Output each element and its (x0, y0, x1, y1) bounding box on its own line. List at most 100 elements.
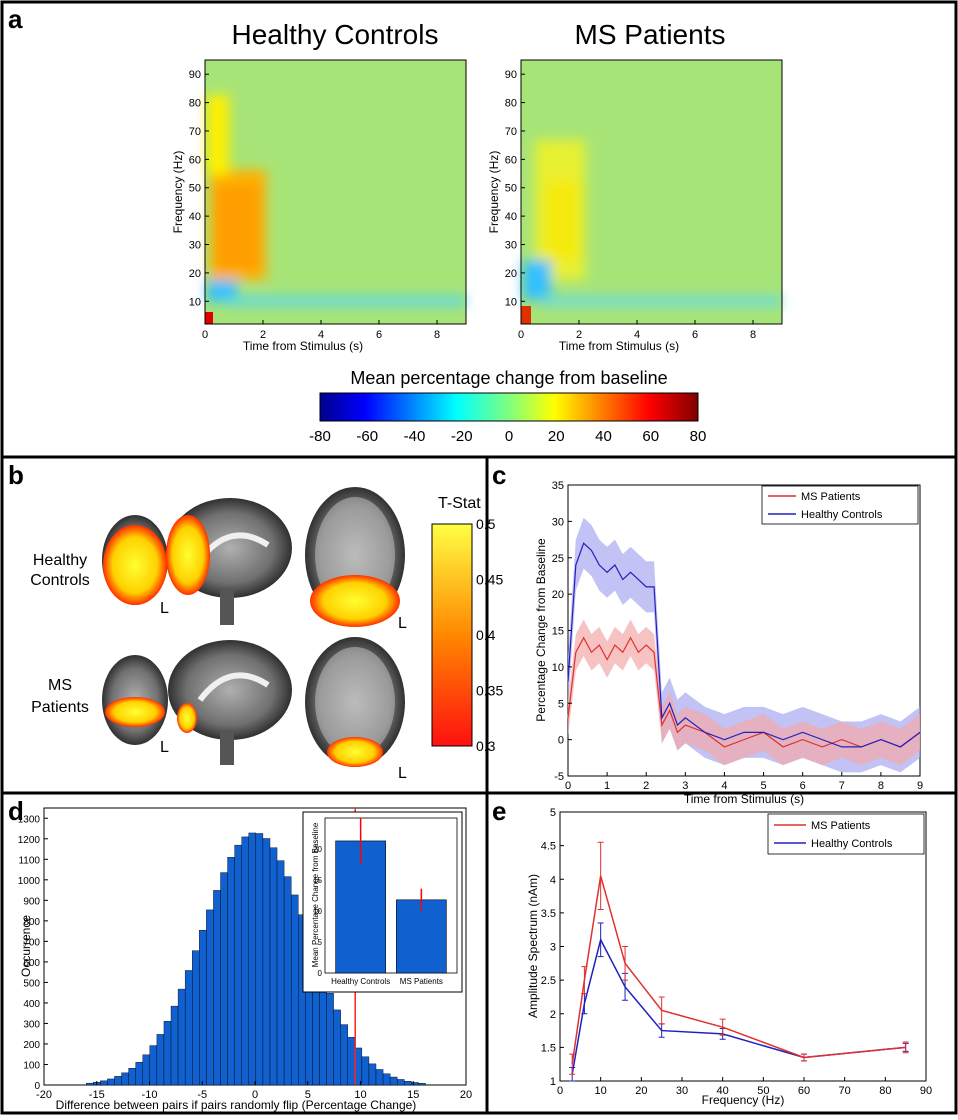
plot-e-xlabel: Frequency (Hz) (702, 1093, 785, 1107)
histogram-bar (283, 876, 292, 1086)
histogram-bar (375, 1069, 384, 1086)
heatmap-ytick: 10 (189, 296, 201, 308)
heatmap-frame-0 (204, 59, 467, 325)
plot-e-xtick: 70 (839, 1085, 851, 1097)
error-bar-ms (622, 946, 629, 981)
plot-e-ytick: 2.5 (541, 975, 556, 987)
plot-d-ytick: 300 (23, 1019, 40, 1030)
heatmap-ytick: 20 (189, 268, 201, 280)
plot-c-ytick: 10 (552, 662, 564, 674)
heatmap-ytick: 90 (189, 69, 201, 81)
plot-e-ytick: 5 (550, 807, 556, 819)
row-label-hc-2: Controls (30, 572, 90, 589)
inset-bar (396, 899, 447, 974)
histogram-bar (404, 1081, 412, 1086)
panel-label-e: e (492, 796, 506, 826)
heatmap-ytick: 10 (505, 296, 517, 308)
heatmap-xlabel-ms: Time from Stimulus (s) (559, 339, 679, 353)
plot-e-xtick: 40 (717, 1085, 729, 1097)
plot-c-bands (568, 517, 920, 773)
plot-d-ytick: 200 (23, 1040, 40, 1051)
line-hc (567, 542, 921, 748)
orientation-label-axial-ms: L (398, 765, 407, 782)
histogram-bar (206, 909, 214, 1086)
inset-category-label: Healthy Controls (331, 977, 390, 986)
histogram-bar (142, 1054, 151, 1086)
plot-d-xtick: -10 (142, 1089, 158, 1101)
plot-d-xtick: 0 (252, 1089, 258, 1101)
histogram-bar (85, 1082, 94, 1086)
brain-sagittal-ms (168, 640, 292, 765)
brain-axial-hc (305, 487, 405, 627)
heatmap-xtick: 0 (202, 329, 208, 341)
colorbar-a-tick: 40 (595, 428, 612, 445)
heatmap-axes: 0 2 4 6 8 10 20 30 40 50 60 70 80 90 0 2 4 6 8 10 20 30 40 50 60… (189, 59, 783, 341)
heatmap-ytick: 30 (505, 240, 517, 252)
legend-c-hc-label: Healthy Controls (801, 509, 883, 521)
inset-ytick: 20 (313, 845, 322, 854)
histogram-bar (184, 970, 193, 1086)
series-ms (571, 875, 906, 1065)
plot-c-xtick: 1 (604, 780, 610, 792)
heatmap-ytick: 40 (505, 211, 517, 223)
histogram-bar (177, 988, 186, 1086)
error-bar-ms (569, 1053, 576, 1075)
panel-e: 0 10 20 30 40 50 60 70 80 90 1 1.5 2 2.5 3 3.5 4 4.5 5 Fre… (526, 807, 932, 1107)
row-label-ms-2: Patients (31, 699, 89, 716)
plot-e-xtick: 50 (757, 1085, 769, 1097)
legend-e-ms-label: MS Patients (811, 820, 871, 832)
histogram-bar (255, 833, 264, 1086)
plot-d-ytick: 100 (23, 1060, 40, 1071)
colorbar-a-tick: -80 (309, 428, 331, 445)
brain-sagittal-hc (166, 498, 292, 625)
plot-d-xlabel: Difference between pairs if pairs random… (56, 1098, 417, 1112)
histogram-bar (163, 1021, 172, 1086)
series-hc (571, 937, 906, 1075)
legend-e-hc-label: Healthy Controls (811, 838, 893, 850)
heatmap-ytick: 50 (189, 183, 201, 195)
inset-category-label: MS Patients (400, 977, 443, 986)
tstat-tick: 0.3 (476, 738, 496, 754)
heatmap-ytick: 60 (189, 154, 201, 166)
histogram-bar (149, 1045, 158, 1086)
orientation-label-coronal-hc: L (160, 600, 169, 617)
plot-c-xtick: 4 (721, 780, 727, 792)
histogram-bar (411, 1082, 419, 1086)
plot-d-xtick: -15 (89, 1089, 105, 1101)
heatmap-xlabel-hc: Time from Stimulus (s) (243, 339, 363, 353)
brain-coronal-ms (102, 655, 168, 745)
colorbar-a-tick: 0 (505, 428, 513, 445)
plot-d-ytick: 0 (34, 1081, 40, 1092)
error-bar-ms (597, 841, 604, 911)
histogram-bar (156, 1034, 165, 1086)
tstat-tick: 0.45 (476, 572, 503, 588)
heatmap-ytick: 90 (505, 69, 517, 81)
heatmap-ylabel-hc: Frequency (Hz) (171, 151, 185, 234)
plot-c-lines (567, 542, 921, 748)
histogram-bar (269, 847, 278, 1086)
inset-ytick: 5 (318, 938, 323, 947)
tstat-colorbar (431, 523, 473, 747)
histogram-bar (213, 890, 221, 1086)
plot-d-ytick: 1300 (18, 814, 41, 825)
plot-d-xtick: -20 (36, 1089, 52, 1101)
plot-c-ytick: 25 (552, 553, 564, 565)
colorbar-a-tick: 60 (642, 428, 659, 445)
plot-d-ytick: 700 (23, 937, 40, 948)
colorbar-a-tick: 20 (548, 428, 565, 445)
panel-a: Healthy Controls MS Patients (171, 19, 783, 445)
plot-e-ytick: 4 (550, 874, 556, 886)
heatmap-xtick: 4 (634, 329, 640, 341)
plot-c-ytick: 0 (558, 735, 564, 747)
inset-chart: Healthy Controls MS Patients 0 5 10 15 20 Mean… (302, 811, 463, 993)
plot-e-legend: MS Patients Healthy Controls (767, 813, 925, 855)
plot-d-xtick: 20 (460, 1089, 472, 1101)
heatmap-hc (205, 60, 466, 324)
brain-coronal-hc (102, 515, 168, 605)
plot-e-xtick: 60 (798, 1085, 810, 1097)
plot-d-ytick: 1100 (18, 855, 40, 866)
histogram-bar (389, 1076, 398, 1086)
plot-e-ytick: 3.5 (541, 908, 556, 920)
colorbar-a-title: Mean percentage change from baseline (350, 368, 667, 388)
